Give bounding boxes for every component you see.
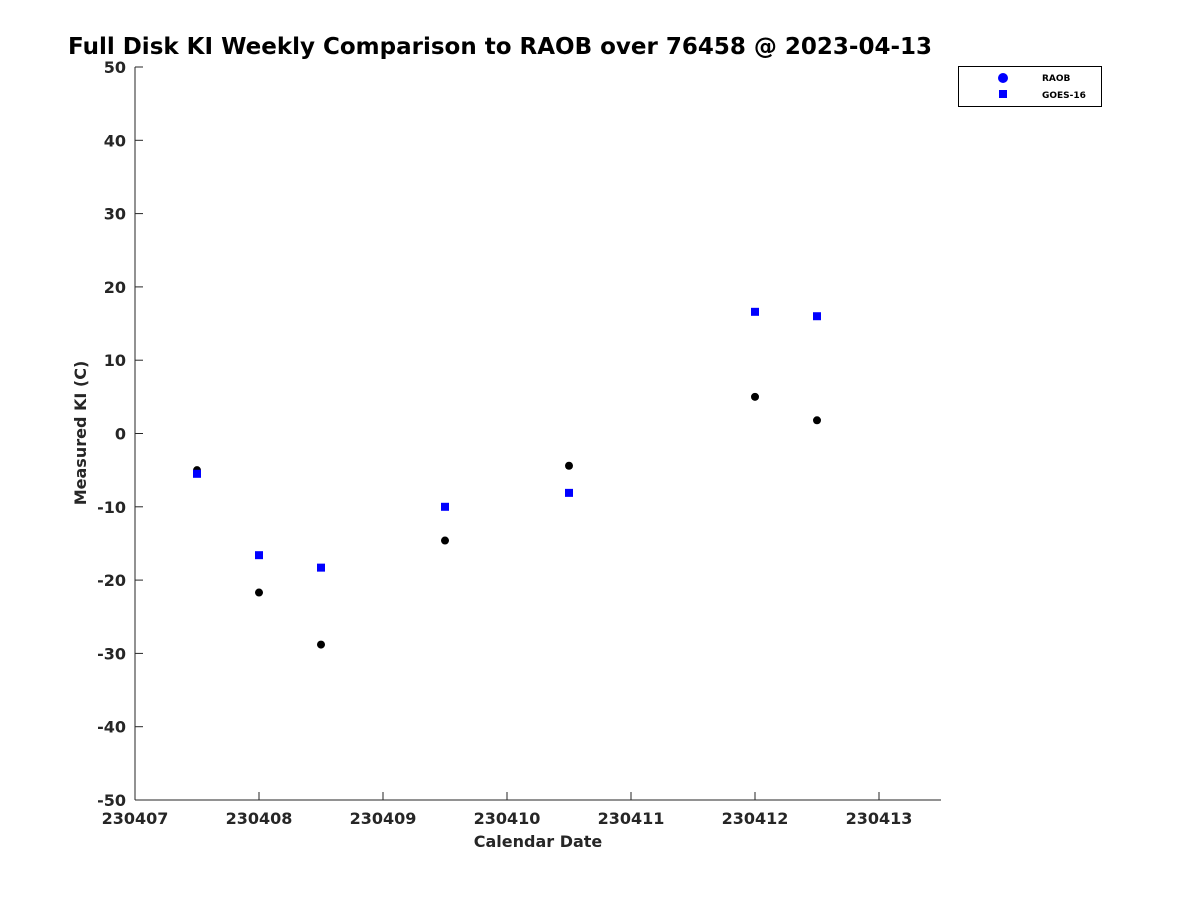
data-points [193,307,821,649]
legend-marker-goes-16 [999,90,1007,98]
x-tick-label: 230407 [102,809,169,828]
data-point-raob [317,640,325,649]
y-tick-label: -10 [97,498,126,517]
y-tick-label: -30 [97,644,126,663]
legend-label-goes-16: GOES-16 [1042,91,1086,101]
y-axis-ticks: -50 -40 -30 -20 -10 0 10 20 30 40 50 [97,58,143,810]
x-tick-label: 230408 [226,809,293,828]
y-tick-label: -40 [97,718,126,737]
x-tick-label: 230409 [350,809,417,828]
x-axis-ticks: 230407 230408 230409 230410 230411 230412 2304… [102,792,913,828]
data-point-goes-16 [193,469,201,478]
chart-title: Full Disk KI Weekly Comparison to RAOB o… [68,34,932,60]
y-tick-label: 50 [104,58,126,77]
legend: RAOB GOES-16 [958,66,1102,107]
data-point-raob [751,392,759,401]
data-point-goes-16 [813,312,821,321]
data-point-goes-16 [255,551,263,560]
data-point-raob [813,416,821,425]
y-axis-label: Measured KI (C) [71,361,90,506]
data-point-goes-16 [751,307,759,316]
x-tick-label: 230412 [722,809,789,828]
x-axis-label: Calendar Date [474,832,603,851]
y-tick-label: 0 [115,425,126,444]
legend-box [958,66,1102,107]
data-point-raob [255,588,263,597]
y-tick-label: 40 [104,131,126,150]
data-point-raob [565,461,573,470]
y-tick-label: -50 [97,791,126,810]
data-point-raob [441,536,449,545]
y-tick-label: 20 [104,278,126,297]
x-tick-label: 230410 [474,809,541,828]
y-tick-label: 30 [104,205,126,224]
data-point-goes-16 [317,563,325,572]
x-tick-label: 230411 [598,809,665,828]
legend-label-raob: RAOB [1042,74,1071,84]
axes [134,67,941,801]
data-point-goes-16 [441,502,449,511]
data-point-goes-16 [565,488,573,497]
x-tick-label: 230413 [846,809,913,828]
y-tick-label: -20 [97,571,126,590]
legend-marker-raob [998,73,1008,83]
y-tick-label: 10 [104,351,126,370]
